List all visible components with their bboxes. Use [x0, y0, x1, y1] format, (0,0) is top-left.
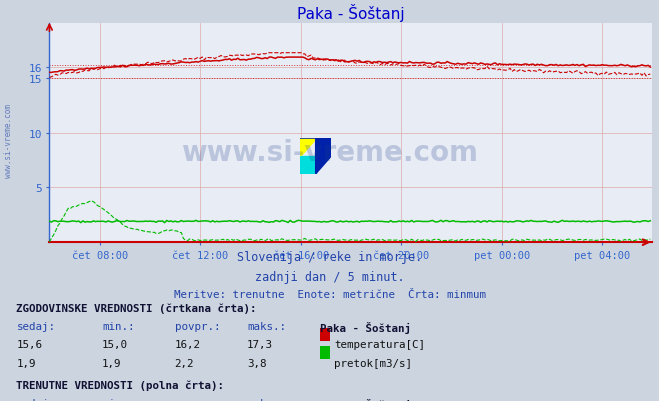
Text: 15,6: 15,6	[16, 340, 42, 350]
Text: Slovenija / reke in morje.: Slovenija / reke in morje.	[237, 251, 422, 263]
Text: maks.:: maks.:	[247, 321, 286, 331]
Text: zadnji dan / 5 minut.: zadnji dan / 5 minut.	[254, 270, 405, 283]
Text: 15,0: 15,0	[102, 340, 128, 350]
Text: www.si-vreme.com: www.si-vreme.com	[4, 103, 13, 177]
Polygon shape	[300, 156, 316, 174]
Title: Paka - Šoštanj: Paka - Šoštanj	[297, 4, 405, 22]
Polygon shape	[300, 138, 331, 156]
Polygon shape	[316, 138, 331, 174]
Text: Meritve: trenutne  Enote: metrične  Črta: minmum: Meritve: trenutne Enote: metrične Črta: …	[173, 289, 486, 299]
Text: 3,8: 3,8	[247, 358, 267, 368]
Text: pretok[m3/s]: pretok[m3/s]	[334, 358, 412, 368]
Text: min.:: min.:	[102, 321, 134, 331]
Text: temperatura[C]: temperatura[C]	[334, 340, 425, 350]
Polygon shape	[300, 138, 316, 156]
Text: Paka - Šoštanj: Paka - Šoštanj	[320, 321, 411, 333]
Text: maks.:: maks.:	[247, 398, 286, 401]
Text: 17,3: 17,3	[247, 340, 273, 350]
Text: povpr.:: povpr.:	[175, 321, 220, 331]
Text: 1,9: 1,9	[16, 358, 36, 368]
Text: Paka - Šoštanj: Paka - Šoštanj	[320, 398, 411, 401]
Text: sedaj:: sedaj:	[16, 321, 55, 331]
Text: povpr.:: povpr.:	[175, 398, 220, 401]
Text: 1,9: 1,9	[102, 358, 122, 368]
Text: 2,2: 2,2	[175, 358, 194, 368]
Text: www.si-vreme.com: www.si-vreme.com	[181, 138, 478, 166]
Text: sedaj:: sedaj:	[16, 398, 55, 401]
Text: 16,2: 16,2	[175, 340, 200, 350]
Text: ZGODOVINSKE VREDNOSTI (črtkana črta):: ZGODOVINSKE VREDNOSTI (črtkana črta):	[16, 303, 257, 313]
Text: min.:: min.:	[102, 398, 134, 401]
Text: TRENUTNE VREDNOSTI (polna črta):: TRENUTNE VREDNOSTI (polna črta):	[16, 380, 225, 390]
